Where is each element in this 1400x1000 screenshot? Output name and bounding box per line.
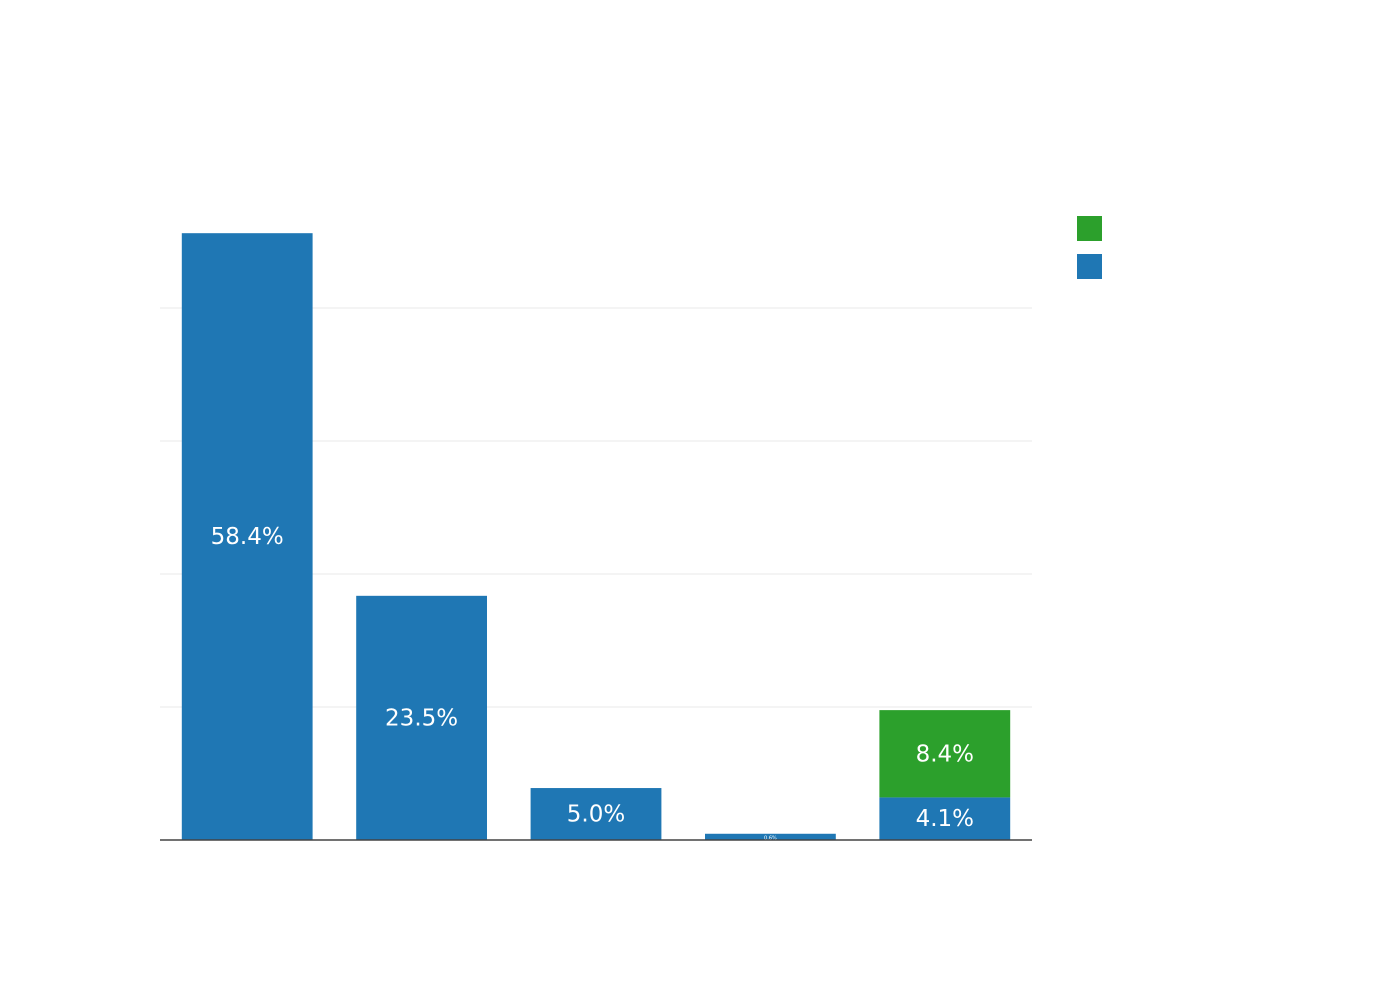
bars bbox=[181, 233, 1011, 840]
bar-label: 58.4% bbox=[211, 524, 284, 550]
legend-swatch bbox=[1077, 216, 1102, 241]
bar-label: 23.5% bbox=[385, 705, 458, 731]
bar-label: 4.1% bbox=[916, 806, 974, 832]
legend bbox=[1077, 216, 1102, 279]
legend-swatch bbox=[1077, 254, 1102, 279]
bar bbox=[530, 788, 662, 840]
bar bbox=[879, 710, 1011, 798]
bar-label: 5.0% bbox=[567, 802, 625, 828]
bar-labels: 58.4% 23.5% 5.0% 0.6% 4.1% 8.4% bbox=[211, 524, 974, 841]
bar bbox=[879, 797, 1011, 840]
bar-label: 8.4% bbox=[916, 741, 974, 767]
bar bbox=[705, 833, 836, 840]
bar-label: 0.6% bbox=[764, 835, 777, 841]
bar bbox=[356, 595, 487, 840]
bar bbox=[181, 233, 313, 840]
